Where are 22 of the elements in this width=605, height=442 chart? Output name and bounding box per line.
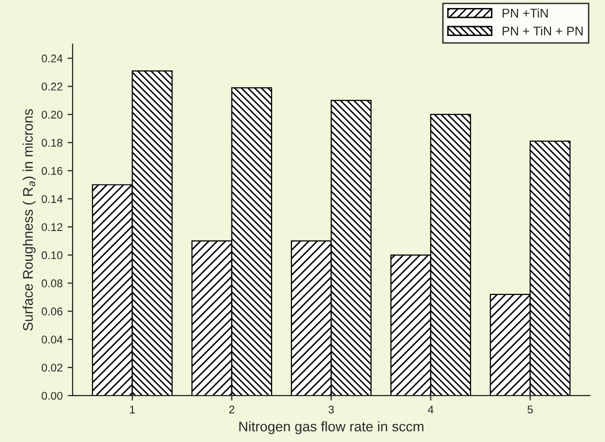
x-tick-label: 3 [328, 406, 334, 414]
y-tick-label: 0.06 [42, 308, 62, 316]
y-tick-label: 0.22 [42, 82, 62, 90]
legend-label: PN +TiN [502, 8, 548, 18]
x-tick-label: 4 [428, 406, 434, 414]
y-tick-label: 0.12 [42, 223, 62, 232]
x-tick-label: 2 [229, 406, 234, 414]
x-axis-title: Nitrogen gas flow rate in sccm [239, 421, 424, 434]
y-tick-label: 0.04 [42, 336, 63, 344]
legend-label: PN + TiN + PN [502, 26, 583, 36]
y-tick-label: 0.16 [42, 166, 62, 175]
y-tick-label: 0.02 [42, 364, 62, 372]
y-tick-label: 0.18 [42, 138, 62, 147]
x-tick-label: 1 [130, 406, 135, 414]
x-tick-label: 5 [528, 406, 533, 414]
y-tick-label: 0.00 [42, 392, 62, 400]
y-tick-label: 0.14 [42, 195, 63, 203]
y-tick-label: 0.24 [42, 54, 63, 62]
y-tick-label: 0.10 [42, 251, 62, 260]
y-axis-title: Surface Roughness ( R$_{a}$) in microns [22, 109, 36, 331]
y-tick-label: 0.20 [42, 110, 62, 119]
y-tick-label: 0.08 [42, 279, 62, 288]
